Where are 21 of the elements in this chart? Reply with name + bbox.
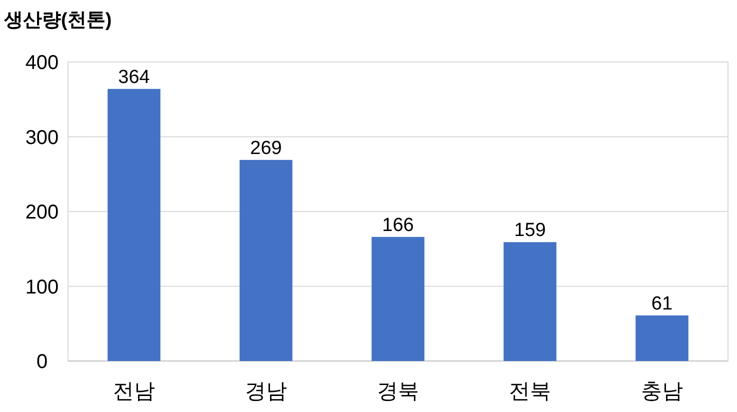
data-label: 61	[651, 293, 673, 314]
bar	[108, 88, 160, 361]
y-tick-label: 400	[25, 52, 59, 74]
bar	[240, 160, 292, 361]
x-tick-label: 경남	[245, 380, 287, 403]
y-tick-label: 0	[36, 351, 48, 373]
bar	[372, 236, 424, 361]
data-label: 364	[118, 66, 150, 88]
x-tick-label: 전남	[113, 380, 155, 403]
bar	[636, 315, 688, 361]
data-label: 269	[250, 138, 282, 159]
bar	[504, 242, 556, 361]
x-tick-label: 충남	[641, 380, 683, 403]
y-tick-label: 200	[25, 202, 59, 224]
y-axis-title: 생산량(천톤)	[3, 10, 112, 31]
data-label: 166	[382, 214, 414, 236]
data-label: 159	[514, 220, 546, 242]
x-tick-label: 전북	[509, 380, 551, 403]
y-tick-label: 300	[25, 126, 59, 149]
y-tick-label: 100	[25, 276, 59, 298]
x-tick-label: 경북	[377, 380, 419, 403]
